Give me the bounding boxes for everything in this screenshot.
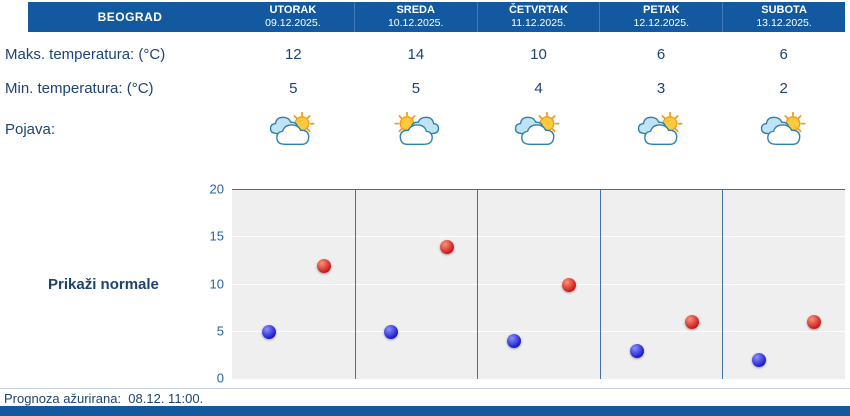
- min-temp-value: 2: [779, 79, 788, 97]
- max-temp-values: 12 14 10 6 6: [232, 42, 845, 66]
- phenomena-row: Pojava:: [0, 106, 845, 152]
- y-axis-tick-label: 20: [209, 181, 224, 197]
- y-axis-tick-label: 5: [216, 323, 224, 339]
- weather-icon: [515, 111, 561, 145]
- day-date: 11.12.2025.: [511, 17, 566, 30]
- sun-behind-clouds-icon: [600, 106, 723, 152]
- min-temp-value: 5: [411, 79, 421, 97]
- city-name: BEOGRAD: [97, 10, 163, 24]
- min-temp-value: 4: [534, 79, 543, 97]
- day-header: UTORAK 09.12.2025.: [232, 2, 354, 32]
- min-temp-dot: [506, 334, 521, 349]
- forecast-header: BEOGRAD UTORAK 09.12.2025. SREDA 10.12.2…: [28, 2, 845, 32]
- max-temp-label: Maks. temperatura: (°C): [5, 45, 166, 63]
- chart-day-separator: [722, 190, 724, 379]
- sun-behind-clouds-icon: [232, 106, 355, 152]
- y-axis-tick-label: 10: [209, 276, 224, 291]
- chart-day-separator: [354, 190, 356, 379]
- min-temp-dot: [752, 353, 767, 368]
- chart-day-separator: [599, 190, 601, 379]
- min-temp-row: Min. temperatura: (°C) 5 5 4 3 2: [0, 76, 845, 100]
- day-header: SUBOTA 13.12.2025.: [722, 2, 845, 32]
- chart-plot: [232, 189, 845, 379]
- day-header: SREDA 10.12.2025.: [353, 2, 477, 32]
- y-axis-tick-label: 15: [209, 228, 224, 244]
- weather-icon: [394, 111, 440, 145]
- max-temp-dot: [807, 315, 822, 330]
- max-temp-dot: [684, 315, 699, 330]
- sun-behind-clouds-icon: [722, 106, 845, 152]
- chart-gridline: [232, 236, 845, 238]
- min-temp-dot: [261, 324, 276, 339]
- max-temp-value: 10: [530, 45, 547, 63]
- day-date: 09.12.2025.: [265, 17, 321, 30]
- max-temp-value: 14: [407, 45, 425, 63]
- day-header: ČETVRTAK 11.12.2025.: [476, 2, 600, 32]
- max-temp-dot: [562, 277, 577, 292]
- sun-behind-clouds-left-icon: [355, 106, 478, 152]
- min-temp-value: 3: [656, 79, 666, 97]
- max-temp-dot: [439, 239, 454, 254]
- phenomena-icons: [232, 106, 845, 152]
- day-name: SREDA: [396, 4, 435, 17]
- day-name: UTORAK: [269, 4, 317, 17]
- min-temp-label: Min. temperatura: (°C): [5, 79, 154, 97]
- max-temp-value: 12: [284, 45, 302, 63]
- day-date: 13.12.2025.: [756, 17, 812, 30]
- day-headers: UTORAK 09.12.2025. SREDA 10.12.2025. ČET…: [232, 2, 845, 32]
- forecast-updated-text: Prognoza ažurirana: 08.12. 11:00.: [4, 391, 204, 406]
- min-temp-dot: [384, 324, 399, 339]
- min-temp-value: 5: [289, 79, 298, 97]
- weather-icon: [637, 111, 683, 145]
- min-temp-values: 5 5 4 3 2: [232, 76, 845, 100]
- day-name: ČETVRTAK: [508, 4, 569, 17]
- y-axis-tick-label: 0: [216, 370, 224, 386]
- weather-icon: [270, 111, 315, 145]
- chart-day-separator: [477, 190, 479, 379]
- footer-divider: [0, 388, 850, 389]
- day-name: SUBOTA: [761, 4, 807, 17]
- sun-behind-clouds-icon: [477, 106, 600, 152]
- min-temp-dot: [629, 343, 644, 358]
- bottom-bar: [0, 406, 850, 416]
- weather-icon: [760, 111, 806, 145]
- max-temp-dot: [316, 258, 331, 273]
- day-name: PETAK: [643, 4, 680, 17]
- max-temp-value: 6: [656, 45, 666, 63]
- phenomena-label: Pojava:: [5, 120, 56, 138]
- chart-gridline: [232, 283, 845, 285]
- day-header: PETAK 12.12.2025.: [599, 2, 722, 32]
- show-normals-button[interactable]: Prikaži normale: [48, 276, 159, 293]
- max-temp-row: Maks. temperatura: (°C) 12 14 10 6 6: [0, 42, 845, 66]
- max-temp-value: 6: [779, 45, 788, 63]
- day-date: 10.12.2025.: [387, 17, 444, 30]
- chart-y-axis: 0 5 10 15 20: [180, 183, 224, 385]
- day-date: 12.12.2025.: [633, 17, 690, 30]
- chart-gridline: [232, 330, 845, 332]
